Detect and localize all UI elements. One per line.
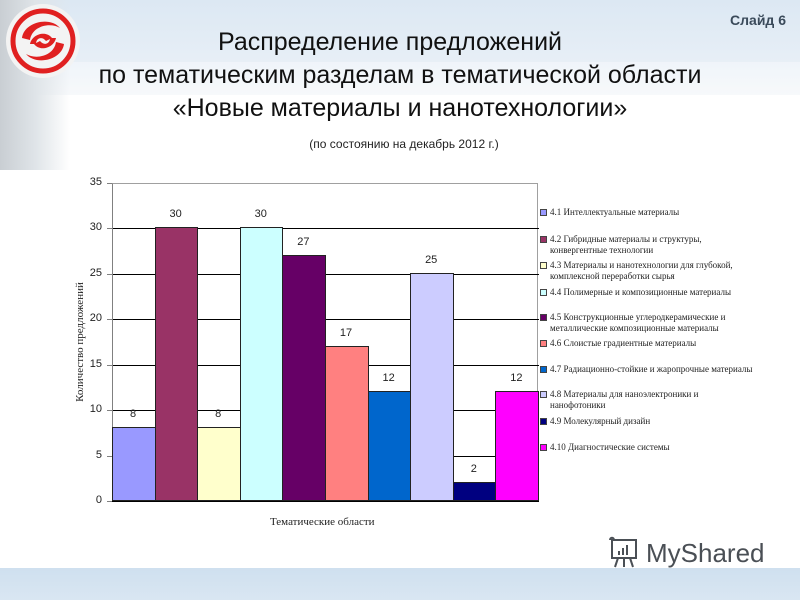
slide-title: Распределение предложений по тематически… [0, 26, 800, 125]
y-tick-label: 0 [95, 494, 102, 506]
legend-label: 4.6 Слоистые градиентные материалы [550, 338, 697, 348]
legend-label: 4.4 Полимерные и композиционные материал… [550, 287, 731, 297]
slide-subtitle: (по состоянию на декабрь 2012 г.) [309, 137, 499, 151]
watermark-text: MyShared [646, 537, 765, 568]
footer-background [0, 568, 800, 600]
title-line-1: Распределение предложений [217, 28, 563, 56]
bar-4-4 [239, 227, 284, 501]
bar-value-label: 2 [470, 462, 477, 475]
legend-swatch [540, 236, 547, 243]
y-tick-mark [107, 501, 112, 502]
legend-swatch [540, 391, 547, 398]
legend-label: 4.1 Интеллектуальные материалы [550, 207, 680, 217]
y-axis-label: Количество предложений [74, 282, 86, 402]
legend-label: 4.8 Материалы для наноэлектроники и наноф… [550, 389, 699, 410]
bar-value-label: 12 [382, 371, 395, 384]
x-axis-label: Тематические области [270, 516, 375, 528]
bar-value-label: 27 [297, 235, 310, 248]
legend-swatch [540, 289, 547, 296]
header-band [0, 62, 800, 98]
y-tick-mark [107, 273, 112, 275]
y-tick-mark [107, 319, 112, 321]
bar-4-5 [282, 254, 326, 501]
y-tick-label: 20 [89, 312, 102, 325]
bar-value-label: 12 [510, 371, 523, 384]
bar-4-2 [154, 227, 199, 501]
swirl-logo-icon [6, 4, 80, 78]
legend-label: 4.9 Молекулярный дизайн [550, 416, 651, 426]
bar-4-9 [452, 481, 497, 501]
gridline [113, 319, 539, 321]
legend-label: 4.5 Конструкционные углеродкерамические … [550, 312, 726, 333]
legend-label: 4.7 Радиационно-стойкие и жаропрочные ма… [550, 364, 753, 374]
bar-4-8 [410, 272, 454, 501]
y-tick-label: 15 [89, 357, 102, 370]
legend-swatch [540, 418, 547, 425]
title-line-2: по тематическим разделам в тематической … [98, 61, 702, 89]
y-tick-label: 10 [89, 403, 102, 416]
gridline [113, 273, 539, 275]
x-axis [112, 501, 539, 502]
header-background [0, 0, 800, 95]
bar-value-label: 17 [339, 326, 353, 339]
legend-swatch [540, 340, 547, 347]
legend-swatch [540, 314, 547, 321]
y-tick-mark [107, 228, 112, 230]
y-tick-mark [107, 364, 112, 366]
bar-value-label: 8 [215, 408, 222, 421]
legend-swatch [540, 262, 547, 269]
bar-value-label: 25 [425, 253, 438, 266]
bar-4-1 [112, 427, 156, 501]
legend-swatch [540, 366, 547, 373]
gridline [113, 228, 539, 230]
title-line-3: «Новые материалы и нанотехнологии» [172, 94, 628, 122]
presentation-board-icon [609, 536, 637, 568]
y-tick-mark [107, 410, 112, 412]
legend-label: 4.3 Материалы и нанотехнологии для глубо… [550, 260, 733, 281]
bar-value-label: 30 [254, 208, 267, 221]
legend-label: 4.10 Диагностические системы [550, 442, 670, 452]
y-tick-mark [107, 455, 112, 457]
bar-4-7 [367, 390, 412, 501]
watermark: MyShared [608, 536, 765, 570]
y-tick-label: 35 [89, 176, 102, 188]
bar-value-label: 30 [169, 208, 182, 221]
y-tick-label: 25 [89, 266, 102, 279]
legend-label: 4.2 Гибридные материалы и структуры, конв… [550, 234, 702, 255]
y-tick-label: 5 [95, 448, 102, 461]
legend-swatch [540, 444, 547, 451]
y-tick-mark [107, 183, 112, 184]
bar-4-6 [325, 345, 369, 501]
legend-swatch [540, 209, 547, 216]
bar-value-label: 8 [129, 408, 137, 421]
bar-4-3 [197, 427, 241, 501]
y-tick-label: 30 [89, 221, 102, 234]
bar-4-10 [495, 390, 539, 501]
slide-number: Слайд 6 [730, 12, 786, 28]
